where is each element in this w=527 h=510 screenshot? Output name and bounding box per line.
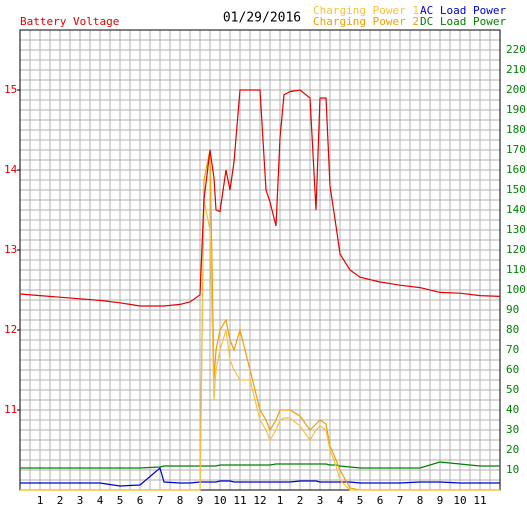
- y2-tick-label: 70: [506, 343, 519, 356]
- series-line: [20, 199, 500, 491]
- legend-entry: DC Load Power: [420, 15, 506, 28]
- legend-entry: Battery Voltage: [20, 15, 119, 28]
- legend-entry: AC Load Power: [420, 4, 506, 17]
- x-tick-label: 6: [377, 494, 384, 507]
- series-line: [19, 89, 501, 307]
- x-tick-label: 11: [473, 494, 486, 507]
- y2-tick-label: 80: [506, 323, 519, 336]
- x-tick-label: 4: [337, 494, 344, 507]
- y2-tick-label: 190: [506, 103, 526, 116]
- x-tick-label: 2: [57, 494, 64, 507]
- x-tick-label: 11: [233, 494, 246, 507]
- grid: [20, 30, 500, 490]
- legend-entry: Charging Power 1: [313, 4, 419, 17]
- y2-tick-label: 40: [506, 403, 519, 416]
- y2-tick-label: 20: [506, 443, 519, 456]
- y2-tick-label: 130: [506, 223, 526, 236]
- x-tick-label: 9: [197, 494, 204, 507]
- x-tick-label: 8: [417, 494, 424, 507]
- y2-tick-label: 160: [506, 163, 526, 176]
- y2-tick-label: 210: [506, 63, 526, 76]
- x-tick-label: 8: [177, 494, 184, 507]
- chart-title: 01/29/2016: [223, 11, 301, 26]
- x-tick-label: 10: [453, 494, 466, 507]
- x-tick-label: 1: [277, 494, 284, 507]
- y-tick-label: 14: [4, 163, 18, 176]
- legend-entry: Charging Power 2: [313, 15, 419, 28]
- x-tick-label: 5: [357, 494, 364, 507]
- y-tick-label: 12: [4, 323, 17, 336]
- x-tick-label: 9: [437, 494, 444, 507]
- x-tick-label: 6: [137, 494, 144, 507]
- y2-tick-label: 120: [506, 243, 526, 256]
- series-line: [20, 466, 500, 487]
- y2-tick-label: 30: [506, 423, 519, 436]
- x-tick-label: 12: [253, 494, 266, 507]
- y2-tick-label: 90: [506, 303, 519, 316]
- y2-tick-label: 60: [506, 363, 519, 376]
- plot-border: [19, 29, 501, 491]
- x-tick-label: 5: [117, 494, 124, 507]
- x-tick-label: 10: [213, 494, 226, 507]
- y2-tick-label: 150: [506, 183, 526, 196]
- y2-tick-label: 200: [506, 83, 526, 96]
- series-line: [20, 461, 500, 469]
- y-tick-label: 13: [4, 243, 17, 256]
- y2-tick-label: 110: [506, 263, 526, 276]
- y2-tick-label: 220: [506, 43, 526, 56]
- y2-tick-label: 140: [506, 203, 526, 216]
- y-tick-label: 11: [4, 403, 17, 416]
- y2-tick-label: 50: [506, 383, 519, 396]
- x-tick-label: 7: [157, 494, 164, 507]
- x-tick-label: 2: [297, 494, 304, 507]
- x-tick-label: 3: [317, 494, 324, 507]
- y2-tick-label: 170: [506, 143, 526, 156]
- y-tick-label: 15: [4, 83, 17, 96]
- x-tick-label: 3: [77, 494, 84, 507]
- y2-tick-label: 180: [506, 123, 526, 136]
- x-tick-label: 7: [397, 494, 404, 507]
- y2-tick-label: 100: [506, 283, 526, 296]
- x-tick-label: 1: [37, 494, 44, 507]
- x-tick-label: 4: [97, 494, 104, 507]
- y2-tick-label: 10: [506, 463, 519, 476]
